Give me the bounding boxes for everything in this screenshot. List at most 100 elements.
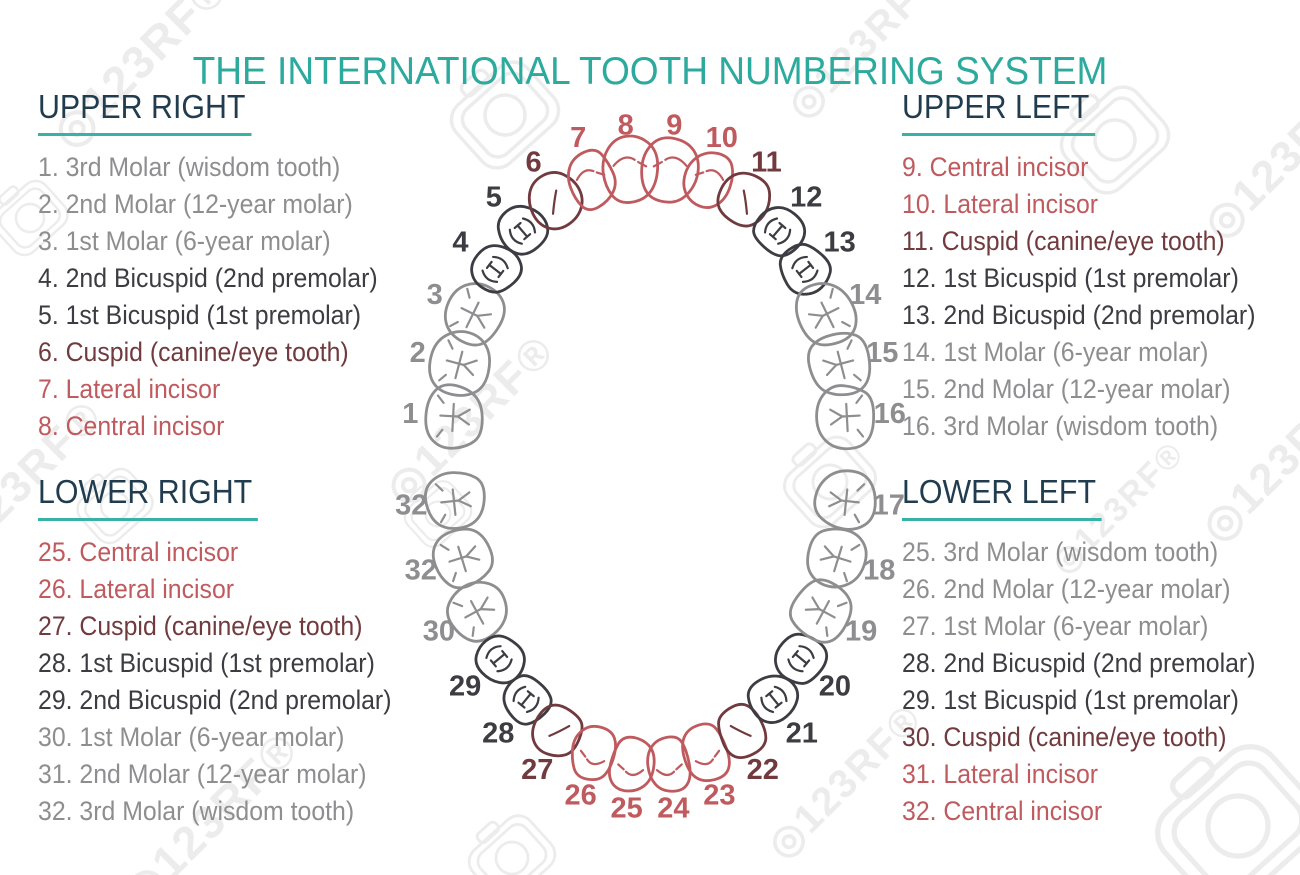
tooth-number-label: 3 [427,279,443,311]
tooth-number-label: 4 [452,227,468,259]
tooth-list-item: 16. 3rd Molar (wisdom tooth) [902,411,1219,441]
tooth-number-label: 1 [402,398,418,430]
tooth-number-label: 18 [863,555,895,587]
tooth-list-item: 15. 2nd Molar (12-year molar) [902,374,1231,404]
tooth-list-item: 7. Lateral incisor [38,374,221,404]
page-title: THE INTERNATIONAL TOOTH NUMBERING SYSTEM [192,50,1108,94]
tooth-shape-15-upper-14 [807,331,872,397]
quadrant-lower-right: LOWER RIGHT 25. Central incisor 26. Later… [38,473,443,830]
tooth-number-label: 30 [423,616,455,648]
tooth-number-label: 19 [845,616,877,648]
tooth-shape-13-upper-12 [778,242,832,296]
tooth-shape-4-upper-3 [470,244,523,294]
tooth-shape-23-lower-9 [681,722,731,783]
tooth-number-label: 16 [874,398,906,430]
tooth-number-label: 20 [819,671,851,703]
camera-watermark-icon [449,60,561,170]
quadrant-upper-right: UPPER RIGHT 1. 3rd Molar (wisdom tooth) 2… [38,88,443,445]
tooth-shape-29-lower-3 [474,634,526,685]
tooth-shape-12-upper-11 [752,206,807,258]
tooth-list-item: 27. Cuspid (canine/eye tooth) [38,611,363,641]
tooth-list-item: 13. 2nd Bicuspid (2nd premolar) [902,300,1256,330]
tooth-number-label: 24 [657,792,689,824]
tooth-shape-18-lower-14 [806,527,868,589]
tooth-list-upper-right: 1. 3rd Molar (wisdom tooth) 2. 2nd Molar … [38,149,443,445]
tooth-number-label: 13 [823,227,855,259]
tooth-shape-32-lower-1 [431,527,494,590]
tooth-number-label: 28 [482,718,514,750]
tooth-shape-6-upper-5 [527,171,584,231]
tooth-list-item: 28. 1st Bicuspid (1st premolar) [38,648,375,678]
tooth-list-lower-left: 25. 3rd Molar (wisdom tooth) 26. 2nd Mola… [902,534,1300,830]
tooth-list-item: 31. Lateral incisor [902,759,1099,789]
quadrant-heading-upper-left: UPPER LEFT [902,88,1095,136]
tooth-list-item: 30. 1st Molar (6-year molar) [38,722,345,752]
tooth-shape-16-upper-15 [815,384,876,451]
camera-watermark-icon [76,467,154,545]
tooth-list-item: 2. 2nd Molar (12-year molar) [38,189,353,219]
camera-watermark-icon [467,814,557,875]
tooth-shape-25-lower-7 [607,735,656,793]
tooth-list-item: 25. 3rd Molar (wisdom tooth) [902,537,1219,567]
tooth-shape-5-upper-4 [496,204,550,256]
tooth-shape-26-lower-6 [570,724,617,782]
camera-watermark-icon [1155,744,1300,875]
tooth-shape-1-upper-0 [424,383,484,450]
tooth-number-label: 26 [564,780,596,812]
tooth-number-label: 10 [706,122,738,154]
tooth-shape-3-upper-2 [443,282,506,347]
tooth-list-item: 3. 1st Molar (6-year molar) [38,226,331,256]
tooth-shape-30-lower-2 [445,580,508,643]
tooth-list-item: 5. 1st Bicuspid (1st premolar) [38,300,362,330]
tooth-number-label: 2 [410,337,426,369]
camera-watermark-icon [0,179,69,257]
tooth-shape-32-lower-0 [423,471,486,530]
tooth-shape-28-lower-4 [502,674,553,726]
tooth-number-label: 5 [486,182,502,214]
quadrant-upper-left: UPPER LEFT 9. Central incisor 10. Lateral… [902,88,1300,445]
tooth-list-item: 11. Cuspid (canine/eye tooth) [902,226,1225,256]
tooth-number-label: 8 [618,110,634,142]
quadrant-heading-lower-right: LOWER RIGHT [38,473,258,521]
tooth-number-label: 15 [866,337,898,369]
tooth-list-item: 29. 2nd Bicuspid (2nd premolar) [38,685,392,715]
camera-watermark-icon [1059,85,1171,195]
tooth-list-item: 29. 1st Bicuspid (1st premolar) [902,685,1239,715]
tooth-list-item: 4. 2nd Bicuspid (2nd premolar) [38,263,378,293]
tooth-list-item: 9. Central incisor [902,152,1089,182]
tooth-list-item: 1. 3rd Molar (wisdom tooth) [38,152,341,182]
tooth-list-item: 28. 2nd Bicuspid (2nd premolar) [902,648,1256,678]
tooth-list-item: 14. 1st Molar (6-year molar) [902,337,1209,367]
tooth-number-label: 21 [786,718,818,750]
tooth-shape-27-lower-5 [531,703,584,758]
tooth-list-item: 25. Central incisor [38,537,239,567]
tooth-number-label: 32 [405,555,437,587]
quadrant-lower-left: LOWER LEFT 25. 3rd Molar (wisdom tooth) 2… [902,473,1300,830]
tooth-number-label: 29 [449,671,481,703]
tooth-list-item: 12. 1st Bicuspid (1st premolar) [902,263,1239,293]
tooth-number-label: 22 [747,754,779,786]
tooth-shape-22-lower-10 [717,702,768,759]
tooth-shape-2-upper-1 [428,330,491,397]
tooth-shape-19-lower-13 [788,578,853,644]
tooth-number-label: 25 [610,792,642,824]
quadrant-heading-lower-left: LOWER LEFT [902,473,1102,521]
tooth-number-label: 32 [395,490,427,522]
tooth-list-item: 32. 3rd Molar (wisdom tooth) [38,796,355,826]
tooth-number-label: 23 [703,780,735,812]
quadrant-heading-upper-right: UPPER RIGHT [38,88,252,136]
tooth-list-item: 6. Cuspid (canine/eye tooth) [38,337,349,367]
tooth-shape-21-lower-11 [746,674,800,724]
tooth-shape-17-lower-15 [813,469,877,531]
tooth-list-lower-right: 25. Central incisor 26. Lateral incisor 27… [38,534,443,830]
tooth-shape-24-lower-8 [646,735,692,793]
tooth-number-label: 9 [666,110,682,142]
tooth-list-item: 10. Lateral incisor [902,189,1099,219]
tooth-shape-20-lower-12 [774,632,829,685]
tooth-list-item: 27. 1st Molar (6-year molar) [902,611,1209,641]
tooth-number-label: 7 [570,122,586,154]
